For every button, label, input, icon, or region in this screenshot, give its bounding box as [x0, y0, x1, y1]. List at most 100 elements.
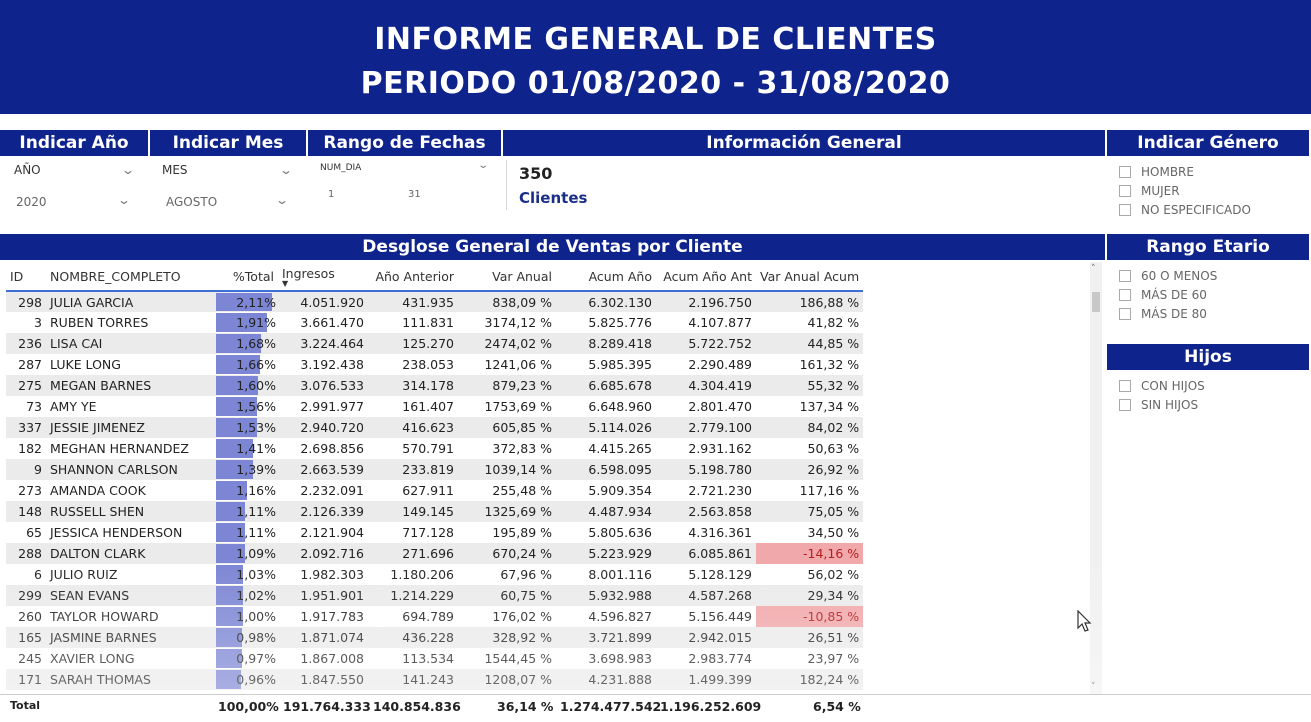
- scroll-thumb[interactable]: [1092, 292, 1100, 312]
- checkbox[interactable]: [1119, 165, 1131, 178]
- table-row[interactable]: 236 LISA CAI 1,68% 3.224.464 125.270 2474,02 …: [6, 333, 864, 354]
- total-acum: 1.274.477.542: [560, 699, 662, 714]
- year-slicer-label: AÑO: [14, 163, 41, 177]
- cell-var-anual: 255,48 %: [458, 480, 556, 501]
- gender-option-hombre[interactable]: HOMBRE: [1119, 162, 1251, 181]
- year-dropdown[interactable]: 2020: [16, 195, 47, 209]
- cell-var-anual: 2474,02 %: [458, 333, 556, 354]
- column-header-acum-ano-ant[interactable]: Acum Año Ant: [656, 263, 756, 292]
- table-row[interactable]: 148 RUSSELL SHEN 1,11% 2.126.339 149.145 1325…: [6, 501, 864, 522]
- cell-anterior: 416.623: [368, 417, 458, 438]
- cell-anterior: 271.696: [368, 543, 458, 564]
- checkbox[interactable]: [1119, 288, 1131, 301]
- column-header-pct-total[interactable]: %Total: [216, 263, 278, 292]
- month-dropdown[interactable]: AGOSTO: [166, 195, 218, 209]
- age-option-mas-de-60[interactable]: MÁS DE 60: [1119, 285, 1217, 304]
- cell-var-anual-acum: -14,16 %: [756, 543, 864, 564]
- cell-acum-ano: 6.302.130: [556, 291, 656, 312]
- cell-ingresos: 1.917.783: [278, 606, 368, 627]
- table-row[interactable]: 298 JULIA GARCIA 2,11% 4.051.920 431.935 838,…: [6, 291, 864, 312]
- table-row[interactable]: 9 SHANNON CARLSON 1,39% 2.663.539 233.819 103…: [6, 459, 864, 480]
- pct-total-bar: [216, 334, 261, 353]
- total-pct: 100,00%: [218, 699, 279, 714]
- cell-var-anual-acum: 75,05 %: [756, 501, 864, 522]
- cell-acum-ano-ant: 4.587.268: [656, 585, 756, 606]
- scroll-down-icon[interactable]: ˅: [1091, 682, 1096, 692]
- gender-option-mujer[interactable]: MUJER: [1119, 181, 1251, 200]
- children-option-sin-hijos[interactable]: SIN HIJOS: [1119, 395, 1205, 414]
- cell-name: MEGAN BARNES: [46, 375, 216, 396]
- checkbox[interactable]: [1119, 269, 1131, 282]
- cell-pct: 1,11%: [216, 501, 278, 522]
- gender-option-no-especificado[interactable]: NO ESPECIFICADO: [1119, 200, 1251, 219]
- date-range-header: Rango de Fechas: [308, 130, 501, 156]
- scroll-up-icon[interactable]: ˄: [1091, 264, 1096, 274]
- checkbox[interactable]: [1119, 398, 1131, 411]
- table-row[interactable]: 3 RUBEN TORRES 1,91% 3.661.470 111.831 3174,1…: [6, 312, 864, 333]
- checkbox[interactable]: [1119, 203, 1131, 216]
- day-range-start-input[interactable]: 1: [328, 189, 335, 200]
- table-row[interactable]: 260 TAYLOR HOWARD 1,00% 1.917.783 694.789 176…: [6, 606, 864, 627]
- chevron-down-icon[interactable]: ⌄: [274, 193, 290, 207]
- cell-acum-ano-ant: 4.304.419: [656, 375, 756, 396]
- total-anterior: 140.854.836: [373, 699, 461, 714]
- cell-ingresos: 2.126.339: [278, 501, 368, 522]
- day-range-end-input[interactable]: 31: [408, 189, 421, 200]
- age-option-60-o-menos[interactable]: 60 O MENOS: [1119, 266, 1217, 285]
- cell-pct: 1,00%: [216, 606, 278, 627]
- month-slicer-label: MES: [162, 163, 188, 177]
- pct-total-bar: [216, 586, 244, 605]
- table-row[interactable]: 287 LUKE LONG 1,66% 3.192.438 238.053 1241,06…: [6, 354, 864, 375]
- column-header-name[interactable]: NOMBRE_COMPLETO: [46, 263, 216, 292]
- children-option-con-hijos[interactable]: CON HIJOS: [1119, 376, 1205, 395]
- table-row[interactable]: 73 AMY YE 1,56% 2.991.977 161.407 1753,69 % 6.…: [6, 396, 864, 417]
- table-row[interactable]: 6 JULIO RUIZ 1,03% 1.982.303 1.180.206 67,96 …: [6, 564, 864, 585]
- column-header-var-anual[interactable]: Var Anual: [458, 263, 556, 292]
- table-row[interactable]: 299 SEAN EVANS 1,02% 1.951.901 1.214.229 60,7…: [6, 585, 864, 606]
- cell-anterior: 431.935: [368, 291, 458, 312]
- cell-var-anual: 670,24 %: [458, 543, 556, 564]
- cell-acum-ano-ant: 1.499.399: [656, 669, 756, 690]
- cell-var-anual: 3174,12 %: [458, 312, 556, 333]
- cell-id: 9: [6, 459, 46, 480]
- age-range-header: Rango Etario: [1107, 234, 1309, 260]
- column-header-var-anual-acum[interactable]: Var Anual Acum: [756, 263, 864, 292]
- cell-anterior: 717.128: [368, 522, 458, 543]
- checkbox[interactable]: [1119, 184, 1131, 197]
- chevron-down-icon[interactable]: ⌄: [278, 163, 294, 177]
- cell-var-anual: 1544,45 %: [458, 648, 556, 669]
- cell-acum-ano-ant: 5.128.129: [656, 564, 756, 585]
- cell-pct: 1,60%: [216, 375, 278, 396]
- column-header-ingresos[interactable]: Ingresos ▼: [278, 263, 368, 292]
- checkbox[interactable]: [1119, 379, 1131, 392]
- table-row[interactable]: 65 JESSICA HENDERSON 1,11% 2.121.904 717.128…: [6, 522, 864, 543]
- cell-var-anual: 372,83 %: [458, 438, 556, 459]
- table-row[interactable]: 245 XAVIER LONG 0,97% 1.867.008 113.534 1544,…: [6, 648, 864, 669]
- checkbox[interactable]: [1119, 307, 1131, 320]
- table-row[interactable]: 337 JESSIE JIMENEZ 1,53% 2.940.720 416.623 60…: [6, 417, 864, 438]
- cell-name: DALTON CLARK: [46, 543, 216, 564]
- cell-pct: 1,56%: [216, 396, 278, 417]
- cell-name: JASMINE BARNES: [46, 627, 216, 648]
- column-header-acum-ano[interactable]: Acum Año: [556, 263, 656, 292]
- table-row[interactable]: 273 AMANDA COOK 1,16% 2.232.091 627.911 255,4…: [6, 480, 864, 501]
- age-option-mas-de-80[interactable]: MÁS DE 80: [1119, 304, 1217, 323]
- cell-id: 65: [6, 522, 46, 543]
- gender-filter-header: Indicar Género: [1107, 130, 1309, 156]
- chevron-down-icon[interactable]: ⌄: [120, 163, 136, 177]
- table-row[interactable]: 171 SARAH THOMAS 0,96% 1.847.550 141.243 1208…: [6, 669, 864, 690]
- table-row[interactable]: 275 MEGAN BARNES 1,60% 3.076.533 314.178 879,…: [6, 375, 864, 396]
- cell-acum-ano: 8.001.116: [556, 564, 656, 585]
- chevron-down-icon[interactable]: ⌄: [116, 193, 132, 207]
- table-row[interactable]: 165 JASMINE BARNES 0,98% 1.871.074 436.228 32…: [6, 627, 864, 648]
- pct-total-value: 1,53%: [236, 420, 276, 435]
- cell-var-anual-acum: 161,32 %: [756, 354, 864, 375]
- pct-total-bar: [216, 313, 267, 332]
- chevron-down-icon[interactable]: ⌄: [477, 160, 490, 171]
- table-row[interactable]: 182 MEGHAN HERNANDEZ 1,41% 2.698.856 570.791…: [6, 438, 864, 459]
- column-header-id[interactable]: ID: [6, 263, 46, 292]
- gender-options: HOMBRE MUJER NO ESPECIFICADO: [1119, 162, 1251, 219]
- column-header-ano-anterior[interactable]: Año Anterior: [368, 263, 458, 292]
- table-scrollbar[interactable]: ˄ ˅: [1090, 262, 1102, 694]
- table-row[interactable]: 288 DALTON CLARK 1,09% 2.092.716 271.696 670,…: [6, 543, 864, 564]
